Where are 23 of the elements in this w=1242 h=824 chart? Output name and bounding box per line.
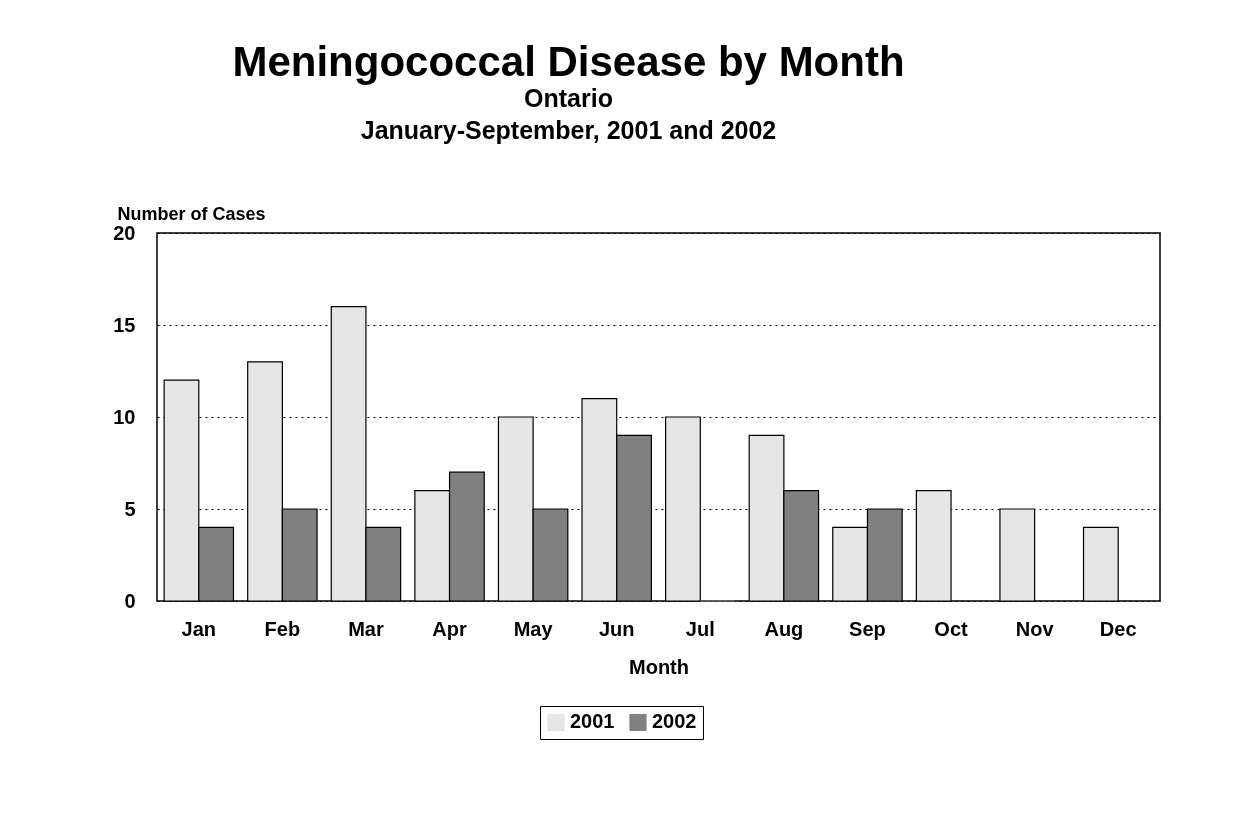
chart-title: Meningococcal Disease by Month [232,38,905,85]
x-tick-label: Sep [849,617,886,640]
x-tick-label: Apr [432,617,467,640]
y-tick-label: 10 [113,405,136,428]
x-tick-label: May [513,617,554,640]
legend-label: 2001 [570,710,615,733]
chart-subtitle: Ontario January-September, 2001 and 2002 [360,84,777,144]
y-tick-label: 0 [124,589,136,612]
y-tick-label: 15 [113,313,136,336]
x-tick-label: Nov [1015,617,1055,640]
x-tick-label: Jun [598,617,635,640]
x-tick-label: Jul [685,617,715,640]
y-axis-title: Number of Cases [117,203,266,224]
x-tick-label: Dec [1099,617,1137,640]
x-tick-label: Feb [264,617,301,640]
x-tick-label: Jan [181,617,217,640]
legend-label: 2002 [652,710,697,733]
y-tick-label: 5 [124,497,136,520]
y-tick-label: 20 [113,221,136,244]
x-axis-title: Month [629,655,689,678]
x-tick-label: Oct [934,617,969,640]
x-tick-label: Aug [764,617,804,640]
x-tick-label: Mar [348,617,384,640]
